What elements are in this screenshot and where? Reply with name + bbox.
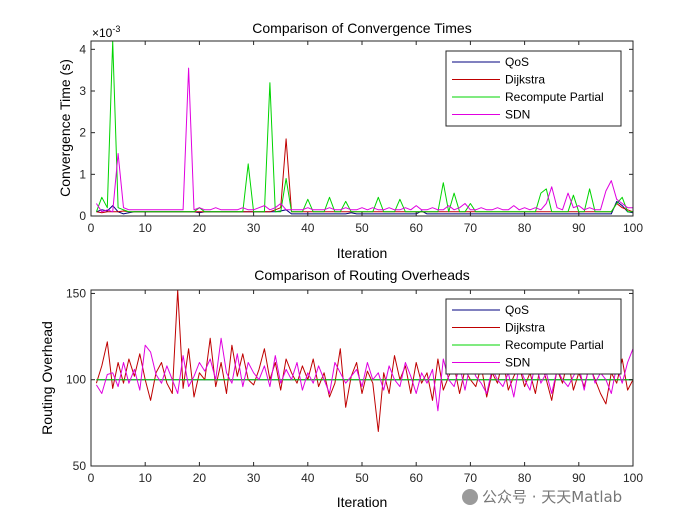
- x-tick-label: 20: [193, 471, 207, 485]
- legend-label: SDN: [505, 356, 530, 370]
- legend: QoS Dijkstra Recompute Partial SDN: [445, 50, 622, 127]
- watermark: 公众号 · 天天Matlab: [462, 486, 622, 507]
- x-tick-label: 70: [464, 471, 478, 485]
- y-tick-label: 100: [66, 373, 86, 387]
- x-tick-label: 0: [88, 471, 95, 485]
- exponent-base: ×10: [92, 26, 113, 40]
- x-tick-label: 40: [301, 221, 315, 235]
- x-tick-label: 30: [247, 221, 261, 235]
- y-tick-label: 1: [79, 167, 86, 181]
- legend-label: Recompute Partial: [505, 90, 604, 104]
- x-tick-label: 40: [301, 471, 315, 485]
- x-tick-label: 100: [623, 221, 643, 235]
- legend-item-recompute: Recompute Partial: [452, 338, 604, 352]
- legend-item-dijkstra: Dijkstra: [452, 73, 545, 87]
- legend-item-qos: QoS: [452, 55, 529, 69]
- legend-item-sdn: SDN: [452, 356, 530, 370]
- legend-item-recompute: Recompute Partial: [452, 90, 604, 104]
- y-tick-label: 0: [79, 209, 86, 223]
- convergence-chart: Comparison of Convergence Times ×10-3 0 1…: [57, 20, 643, 261]
- y-tick-label: 4: [79, 42, 86, 56]
- x-axis-label: Iteration: [337, 245, 388, 261]
- x-tick-label: 60: [410, 471, 424, 485]
- exponent-power: -3: [112, 24, 120, 34]
- series-line-sdn: [95, 67, 633, 213]
- legend-label: QoS: [505, 303, 529, 317]
- x-tick-label: 10: [139, 221, 153, 235]
- legend: QoS Dijkstra Recompute Partial SDN: [445, 298, 622, 375]
- tick-labels: 0 10 20 30 40 50 60 70 80 90 100 50 100 150: [66, 286, 643, 485]
- x-tick-label: 0: [88, 221, 95, 235]
- legend-label: SDN: [505, 108, 530, 122]
- legend-item-qos: QoS: [452, 303, 529, 317]
- axes: [90, 289, 634, 467]
- x-tick-label: 80: [518, 221, 532, 235]
- legend-box: [445, 50, 622, 127]
- legend-item-sdn: SDN: [452, 108, 530, 122]
- x-tick-label: 90: [572, 471, 586, 485]
- wechat-logo-icon: [462, 489, 478, 505]
- watermark-text: 公众号 · 天天Matlab: [482, 488, 623, 506]
- legend-box: [445, 298, 622, 375]
- y-tick-label: 2: [79, 126, 86, 140]
- x-tick-label: 90: [572, 221, 586, 235]
- x-tick-label: 50: [355, 471, 369, 485]
- x-tick-label: 30: [247, 471, 261, 485]
- y-tick-label: 150: [66, 286, 86, 300]
- chart-title: Comparison of Convergence Times: [252, 20, 471, 36]
- y-tick-label: 3: [79, 84, 86, 98]
- series-line-sdn: [95, 337, 634, 412]
- x-tick-label: 60: [410, 221, 424, 235]
- x-tick-label: 50: [355, 221, 369, 235]
- x-tick-label: 70: [464, 221, 478, 235]
- legend-item-dijkstra: Dijkstra: [452, 321, 545, 335]
- x-tick-label: 20: [193, 221, 207, 235]
- x-tick-label: 100: [623, 471, 643, 485]
- series-lines: [95, 40, 634, 215]
- legend-label: Dijkstra: [505, 321, 545, 335]
- y-axis-exponent: ×10-3: [92, 24, 120, 40]
- y-axis-label: Convergence Time (s): [57, 59, 73, 197]
- axes: [90, 40, 634, 217]
- chart-title: Comparison of Routing Overheads: [254, 267, 470, 283]
- y-tick-label: 50: [73, 459, 87, 473]
- overhead-chart: Comparison of Routing Overheads 0 10 20 30 4…: [39, 267, 643, 510]
- tick-labels: 0 10 20 30 40 50 60 70 80 90 100 0 1 2 3 4: [79, 42, 643, 235]
- legend-label: QoS: [505, 55, 529, 69]
- x-tick-label: 10: [139, 471, 153, 485]
- y-axis-label: Routing Overhead: [39, 321, 55, 435]
- series-line-recompute: [95, 40, 633, 213]
- legend-label: Dijkstra: [505, 73, 545, 87]
- x-tick-label: 80: [518, 471, 532, 485]
- x-axis-label: Iteration: [337, 494, 388, 510]
- legend-label: Recompute Partial: [505, 338, 604, 352]
